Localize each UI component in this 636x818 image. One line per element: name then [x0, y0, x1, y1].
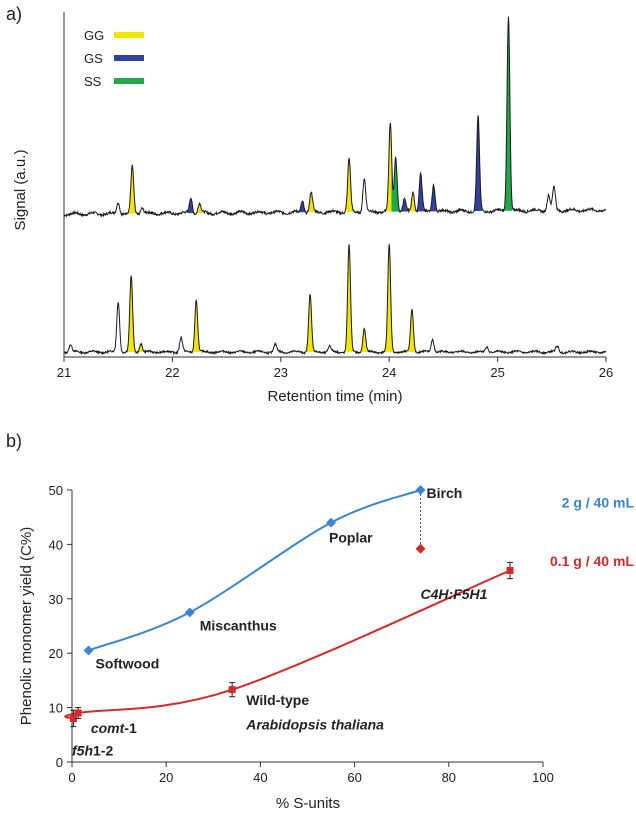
- panel-a-label: a): [6, 4, 22, 24]
- series-label-2g: 2 g / 40 mL: [562, 494, 635, 510]
- yield-plot: 0 20 40 60 80 100 0 10 20 30 40 50 2 g / 40 mL 0.1 g…: [49, 483, 635, 785]
- y-tick-label: 10: [49, 701, 63, 716]
- series-0.1g-line: [64, 569, 511, 720]
- birch-low-loading-point: [415, 543, 426, 554]
- series-label-0.1g: 0.1 g / 40 mL: [550, 553, 634, 569]
- peak-type-legend: GG GS SS: [84, 28, 144, 89]
- panel-a-x-ticks: 21 22 23 24 25 26: [57, 357, 613, 380]
- x-tick-label: 21: [57, 365, 71, 380]
- chromatogram-traces: [63, 14, 607, 356]
- y-tick-label: 0: [56, 755, 63, 770]
- legend-swatch-gg: [114, 32, 144, 38]
- series-0.1g-point: [69, 714, 77, 722]
- panel-a-xlabel: Retention time (min): [267, 388, 402, 405]
- x-tick-label: 80: [442, 770, 456, 785]
- y-tick-label: 50: [49, 483, 63, 498]
- chromatogram-plot: 21 22 23 24 25 26 GG GS SS: [57, 12, 613, 380]
- series-0.1g-point: [506, 567, 514, 575]
- chromatogram-lower-trace: [63, 243, 607, 356]
- y-tick-label: 20: [49, 646, 63, 661]
- legend-swatch-gs: [114, 55, 144, 61]
- sample-label-red-1-part: f5h: [72, 742, 93, 758]
- x-tick-label: 100: [532, 770, 554, 785]
- series-0.1g-point: [74, 709, 82, 717]
- sample-label-red-2: Wild-type: [246, 692, 309, 708]
- sample-label-red-3-part: C4H:F5H1: [421, 586, 488, 602]
- sample-label-arabidopsis-part: Arabidopsis thaliana: [245, 716, 384, 732]
- sample-label-birch: Birch: [427, 485, 463, 501]
- series-2g-point: [415, 485, 426, 495]
- sample-label-red-0: comt-1: [91, 720, 137, 736]
- x-tick-label: 60: [347, 770, 361, 785]
- panel-b-ylabel: Phenolic monomer yield (C%): [18, 527, 35, 725]
- sample-label-arabidopsis: Arabidopsis thaliana: [245, 716, 384, 732]
- x-tick-label: 26: [599, 365, 613, 380]
- legend-label-ss: SS: [84, 74, 102, 89]
- panel-a-ylabel: Signal (a.u.): [12, 150, 29, 231]
- x-tick-label: 22: [165, 365, 179, 380]
- legend-label-gg: GG: [84, 28, 104, 43]
- series-2g-line: [88, 489, 421, 652]
- series-2g-point: [83, 645, 94, 656]
- x-tick-label: 23: [274, 365, 288, 380]
- sample-label-red-1: f5h1-2: [72, 742, 113, 758]
- yield-series: [64, 485, 514, 728]
- sample-label-red-1-part: 1-2: [93, 742, 113, 758]
- sample-label-softwood: Softwood: [95, 655, 159, 671]
- panel-b-label: b): [6, 431, 22, 451]
- legend-label-gs: GS: [84, 51, 103, 66]
- panel-b-xlabel: % S-units: [276, 795, 340, 812]
- legend-swatch-ss: [114, 78, 144, 84]
- chromatogram-upper-trace: [63, 16, 607, 218]
- sample-label-red-2-part: Wild-type: [246, 692, 309, 708]
- sample-label-red-3: C4H:F5H1: [421, 586, 488, 602]
- sample-label-miscanthus: Miscanthus: [200, 617, 277, 633]
- series-2g-point: [184, 607, 195, 618]
- x-tick-label: 24: [382, 365, 396, 380]
- sample-labels: 2 g / 40 mL 0.1 g / 40 mL Softwood Miscanth…: [72, 485, 634, 758]
- sample-label-poplar: Poplar: [329, 530, 373, 546]
- series-0.1g-point: [228, 686, 236, 694]
- sample-label-red-0-part: -1: [124, 720, 137, 736]
- x-tick-label: 0: [68, 770, 75, 785]
- panel-b-ticks: 0 20 40 60 80 100 0 10 20 30 40 50: [49, 483, 554, 785]
- series-2g-point: [326, 517, 336, 528]
- x-tick-label: 20: [159, 770, 173, 785]
- y-tick-label: 40: [49, 537, 63, 552]
- y-tick-label: 30: [49, 592, 63, 607]
- x-tick-label: 25: [490, 365, 504, 380]
- x-tick-label: 40: [253, 770, 267, 785]
- sample-label-red-0-part: comt: [91, 720, 126, 736]
